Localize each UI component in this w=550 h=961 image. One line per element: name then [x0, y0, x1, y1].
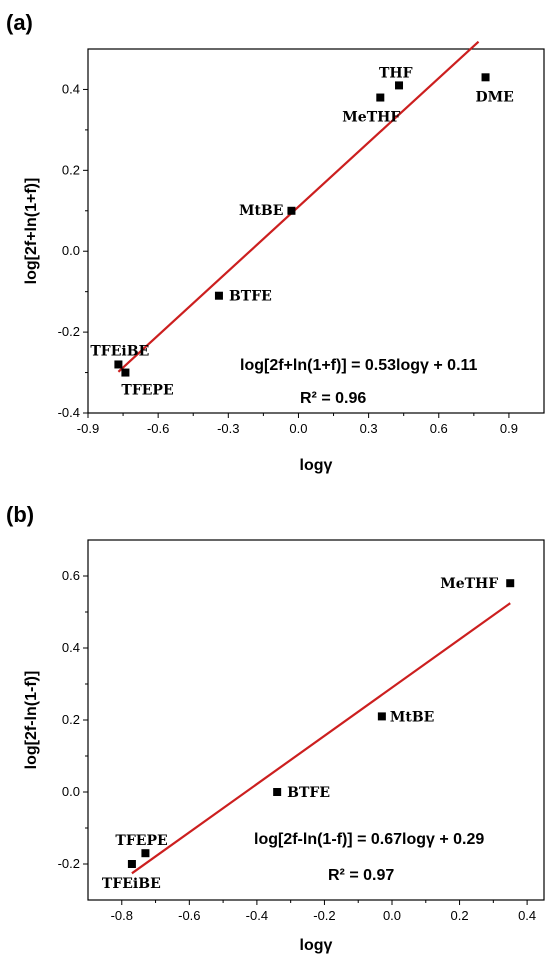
panel-b-point-tfeibe — [127, 860, 136, 868]
panel-a-points: TFEiBE TFEPE BTFE MtBE MeTHF THF DME — [90, 65, 513, 398]
panel-a: (a) -0.9 -0.6 -0.3 0.0 0.3 0.6 0.9 -0.4 -0.2 0.0 0… — [6, 10, 545, 474]
panel-b-point-label-btfe: BTFE — [287, 785, 330, 801]
panel-b-r-squared: R² = 0.97 — [328, 867, 394, 884]
panel-b-x-tick-label: -0.8 — [111, 908, 133, 923]
panel-a-point-label-btfe: BTFE — [229, 289, 272, 305]
panel-a-r-squared: R² = 0.96 — [300, 390, 366, 407]
panel-b-y-tick-label: 0.2 — [62, 712, 80, 727]
panel-b-point-methf — [506, 579, 515, 588]
panel-b-point-btfe — [273, 788, 282, 796]
panel-a-y-tick-label: -0.4 — [58, 405, 80, 420]
panel-b-y-tick-label: 0.0 — [62, 784, 80, 799]
panel-a-fit-line — [117, 40, 480, 373]
panel-a-x-tick-label: -0.3 — [217, 421, 239, 436]
panel-a-x-tick-label: -0.6 — [147, 421, 169, 436]
panel-b-x-tick-label: -0.6 — [178, 908, 200, 923]
panel-b-x-tick-label: 0.4 — [518, 908, 536, 923]
panel-b-y-axis-label: log[2f-ln(1-f)] — [23, 671, 40, 770]
panel-b-x-tick-label: -0.4 — [246, 908, 268, 923]
panel-b-x-tick-label: 0.0 — [383, 908, 401, 923]
panel-a-point-label-dme: DME — [476, 89, 514, 105]
panel-a-point-tfeibe — [114, 360, 123, 369]
panel-a-fit-equation: log[2f+ln(1+f)] = 0.53logγ + 0.11 — [240, 357, 478, 374]
panel-b-y-tick-label: -0.2 — [58, 856, 80, 871]
panel-a-y-axis-label: log[2f+ln(1+f)] — [23, 178, 40, 285]
panel-a-point-tfepe — [121, 368, 130, 377]
panel-b-point-label-mtbe: MtBE — [390, 709, 434, 725]
panel-b-label: (b) — [6, 502, 34, 527]
panel-a-plot-frame — [87, 48, 545, 414]
panel-a-y-tick-label: 0.0 — [62, 243, 80, 258]
panel-a-y-tick-label: 0.2 — [62, 162, 80, 177]
panel-b-point-label-methf: MeTHF — [440, 576, 498, 592]
panel-b-x-tick-label: -0.2 — [313, 908, 335, 923]
panel-a-x-axis-label: logγ — [300, 457, 333, 474]
panel-a-point-dme — [481, 73, 490, 82]
panel-a-x-tick-label: 0.6 — [430, 421, 448, 436]
panel-a-point-label-thf: THF — [379, 65, 413, 81]
panel-b-points: TFEiBE TFEPE BTFE MtBE MeTHF — [102, 576, 515, 892]
panel-b-point-mtbe — [377, 712, 386, 721]
panel-b: (b) -0.8 -0.6 -0.4 -0.2 0.0 0.2 0.4 -0.2 0.0 0.2 0… — [6, 502, 545, 954]
panel-b-ticks: -0.8 -0.6 -0.4 -0.2 0.0 0.2 0.4 -0.2 0.0 0.2 0.4 0.… — [58, 568, 537, 923]
panel-b-point-tfepe — [141, 849, 150, 858]
panel-a-y-tick-label: 0.4 — [62, 81, 80, 96]
panel-a-x-tick-label: -0.9 — [77, 421, 99, 436]
panel-a-label: (a) — [6, 10, 33, 35]
panel-a-ticks: -0.9 -0.6 -0.3 0.0 0.3 0.6 0.9 -0.4 -0.2 0.0 0.2 0.… — [58, 81, 518, 436]
panel-b-point-label-tfepe: TFEPE — [115, 833, 167, 849]
panel-a-x-tick-label: 0.9 — [500, 421, 518, 436]
panel-a-point-label-tfepe: TFEPE — [121, 383, 173, 399]
panel-a-point-mtbe — [287, 206, 296, 215]
panel-b-fit-equation: log[2f-ln(1-f)] = 0.67logγ + 0.29 — [254, 831, 484, 848]
panel-a-x-tick-label: 0.3 — [360, 421, 378, 436]
panel-a-point-label-methf: MeTHF — [342, 110, 400, 126]
panel-b-y-tick-label: 0.6 — [62, 568, 80, 583]
panel-a-point-thf — [395, 81, 404, 90]
panel-a-y-tick-label: -0.2 — [58, 324, 80, 339]
panel-b-y-tick-label: 0.4 — [62, 640, 80, 655]
panel-b-point-label-tfeibe: TFEiBE — [102, 876, 161, 892]
panel-a-x-tick-label: 0.0 — [289, 421, 307, 436]
panel-b-x-axis-label: logγ — [300, 937, 333, 954]
panel-a-point-label-mtbe: MtBE — [239, 203, 283, 219]
panel-a-point-btfe — [214, 291, 223, 300]
panel-a-point-methf — [376, 93, 385, 102]
panel-b-fit-line — [131, 602, 511, 875]
panel-b-x-tick-label: 0.2 — [451, 908, 469, 923]
panel-a-point-label-tfeibe: TFEiBE — [90, 343, 149, 359]
